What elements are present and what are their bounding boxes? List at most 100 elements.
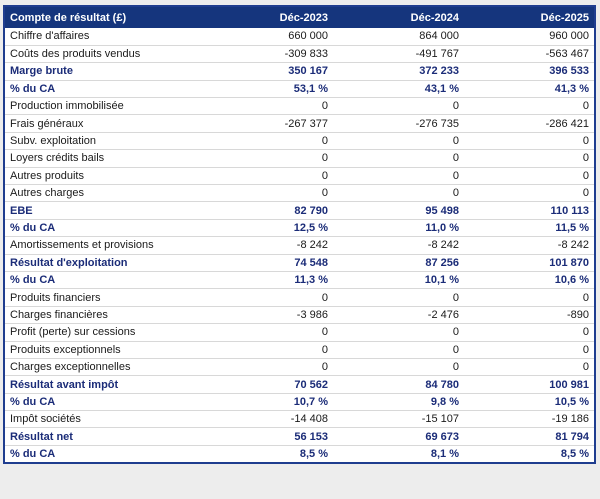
- table-row: Subv. exploitation 0 0 0: [4, 131, 595, 150]
- row-value: 0: [464, 184, 595, 202]
- row-value: -276 735: [333, 114, 464, 133]
- row-value: 864 000: [419, 30, 459, 43]
- table-row: Coûts des produits vendus -309 833 -491 76…: [4, 44, 595, 63]
- row-value: 0: [464, 166, 595, 185]
- row-label: Profit (perte) sur cessions: [4, 323, 202, 342]
- row-value: 372 233: [333, 62, 464, 81]
- row-value: 960 000: [549, 30, 589, 43]
- table-row: % du CA 12,5 % 11,0 % 11,5 %: [4, 218, 595, 237]
- row-label: % du CA: [4, 79, 202, 98]
- row-label: Résultat d'exploitation: [4, 253, 202, 272]
- table-row: Impôt sociétés -14 408 -15 107 -19 186: [4, 410, 595, 428]
- row-value: 70 562: [202, 375, 333, 394]
- table-row: % du CA 8,5 % 8,1 % 8,5 %: [4, 444, 595, 463]
- table-row: Autres produits 0 0 0: [4, 166, 595, 185]
- row-value: 74 548: [202, 253, 333, 272]
- row-value: 0: [202, 149, 333, 168]
- row-value: -563 467: [464, 44, 595, 63]
- row-value: 0: [202, 323, 333, 342]
- row-value: -15 107: [333, 410, 464, 428]
- row-value: 0: [202, 131, 333, 150]
- row-label: Produits exceptionnels: [4, 340, 202, 359]
- row-value: 8,1 %: [333, 444, 464, 463]
- row-value: -309 833: [202, 44, 333, 63]
- row-value: 0: [202, 166, 333, 185]
- row-label: Autres charges: [4, 184, 202, 202]
- row-value: 87 256: [333, 253, 464, 272]
- row-value: 0: [202, 340, 333, 359]
- row-value: -8 242: [333, 236, 464, 255]
- row-value: 43,1 %: [333, 79, 464, 98]
- row-value: 82 790: [202, 201, 333, 220]
- row-value: 10,6 %: [464, 270, 595, 289]
- row-value: 69 673: [333, 427, 464, 446]
- row-value: 0: [464, 288, 595, 307]
- row-value: 11,0 %: [333, 218, 464, 237]
- row-label: Amortissements et provisions: [4, 236, 202, 255]
- row-label: % du CA: [4, 270, 202, 289]
- row-value: 110 113: [464, 201, 595, 220]
- row-value: 0: [464, 131, 595, 150]
- income-statement-table-container: Compte de résultat (£) Déc-2023 Déc-2024…: [3, 5, 596, 464]
- row-label: Marge brute: [4, 62, 202, 81]
- table-row: Charges financières -3 986 -2 476 -890: [4, 305, 595, 324]
- row-label: Autres produits: [4, 166, 202, 185]
- row-value: 101 870: [464, 253, 595, 272]
- row-label: % du CA: [4, 444, 202, 463]
- table-row: Charges exceptionnelles 0 0 0: [4, 357, 595, 376]
- row-value: -19 186: [464, 410, 595, 428]
- row-value: -8 242: [202, 236, 333, 255]
- row-label: Production immobilisée: [4, 97, 202, 115]
- row-label: Chiffre d'affaires: [10, 30, 90, 43]
- row-value: -2 476: [333, 305, 464, 324]
- table-row: Profit (perte) sur cessions 0 0 0: [4, 323, 595, 342]
- row-label: Charges exceptionnelles: [4, 357, 202, 376]
- table-row: % du CA 53,1 % 43,1 % 41,3 %: [4, 79, 595, 98]
- row-value: 12,5 %: [202, 218, 333, 237]
- table-row: Production immobilisée 0 0 0: [4, 97, 595, 115]
- row-value: 0: [333, 166, 464, 185]
- row-value: 0: [333, 323, 464, 342]
- row-value: -890: [464, 305, 595, 324]
- row-value: 0: [333, 288, 464, 307]
- row-value: 10,1 %: [333, 270, 464, 289]
- row-label: Charges financières: [4, 305, 202, 324]
- row-value: 41,3 %: [464, 79, 595, 98]
- row-value: 0: [333, 340, 464, 359]
- row-value: 11,5 %: [464, 218, 595, 237]
- table-row: Produits financiers 0 0 0: [4, 288, 595, 307]
- table-header: Compte de résultat (£) Déc-2023 Déc-2024…: [4, 6, 595, 28]
- row-value: 0: [202, 97, 333, 115]
- row-value: -8 242: [464, 236, 595, 255]
- table-row: Produits exceptionnels 0 0 0: [4, 340, 595, 359]
- row-label: Résultat net: [4, 427, 202, 446]
- table-row: % du CA 10,7 % 9,8 % 10,5 %: [4, 392, 595, 411]
- row-value: -14 408: [202, 410, 333, 428]
- row-value: 53,1 %: [202, 79, 333, 98]
- row-value: 0: [333, 357, 464, 376]
- row-label: Coûts des produits vendus: [4, 44, 202, 63]
- income-statement-table: Compte de résultat (£) Déc-2023 Déc-2024…: [3, 5, 596, 464]
- row-label: Frais généraux: [4, 114, 202, 133]
- column-header-dec-2023: Déc-2023: [202, 6, 333, 28]
- row-value: 10,7 %: [202, 392, 333, 411]
- row-value: 0: [464, 97, 595, 115]
- row-value: 8,5 %: [202, 444, 333, 463]
- row-value: 9,8 %: [333, 392, 464, 411]
- table-header-row: Compte de résultat (£) Déc-2023 Déc-2024…: [4, 6, 595, 28]
- row-value: -3 986: [202, 305, 333, 324]
- row-label: Loyers crédits bails: [4, 149, 202, 168]
- row-value: 0: [333, 149, 464, 168]
- row-value: 0: [464, 323, 595, 342]
- table-row: Résultat net 56 153 69 673 81 794: [4, 427, 595, 446]
- table-title: Compte de résultat (£): [4, 6, 202, 28]
- row-label: Subv. exploitation: [4, 131, 202, 150]
- row-value: 0: [202, 288, 333, 307]
- row-value: 100 981: [464, 375, 595, 394]
- row-value: 0: [202, 184, 333, 202]
- column-header-dec-2025: Déc-2025: [464, 6, 595, 28]
- table-row: Résultat d'exploitation 74 548 87 256 101 8…: [4, 253, 595, 272]
- table-row: Amortissements et provisions -8 242 -8 242…: [4, 236, 595, 255]
- row-value: 56 153: [202, 427, 333, 446]
- row-value: 660 000: [288, 30, 328, 43]
